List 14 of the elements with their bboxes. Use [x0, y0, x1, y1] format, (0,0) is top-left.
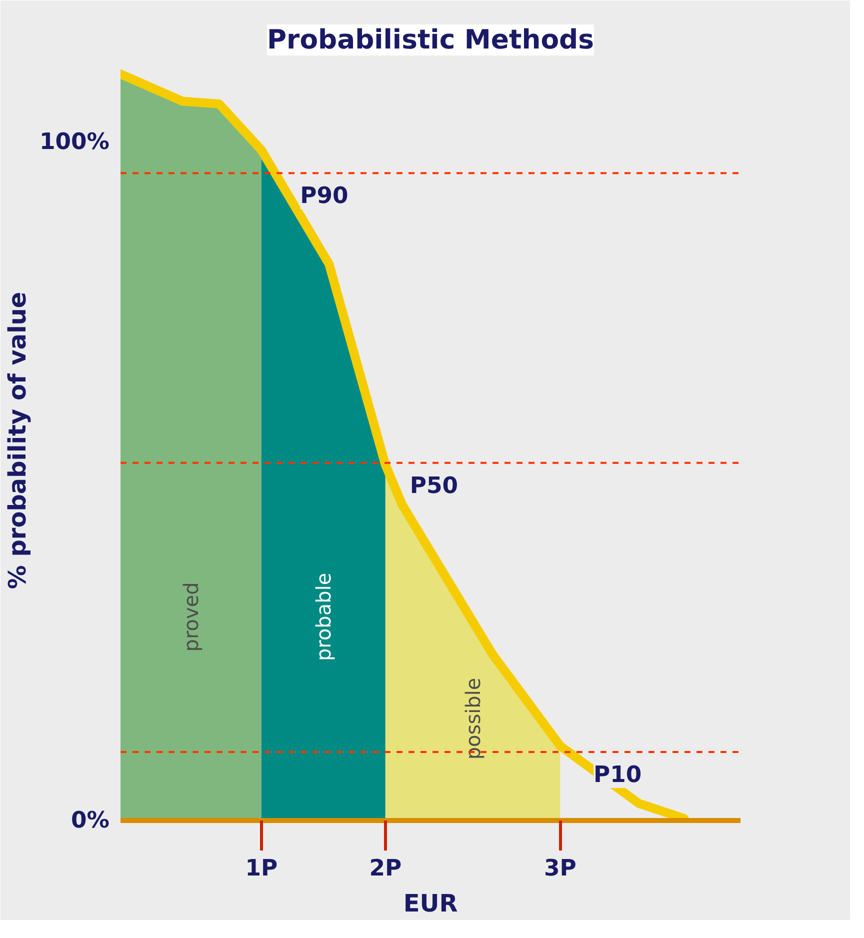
chart-title: Probabilistic Methods	[267, 24, 594, 56]
y-tick-label: 0%	[71, 808, 110, 834]
x-tick-label: 2P	[369, 856, 402, 882]
series-label: proved	[178, 582, 203, 652]
x-axis-title: EUR	[403, 890, 458, 918]
y-tick-label: 100%	[40, 128, 110, 155]
series-label: probable	[311, 572, 336, 662]
x-tick-label: 3P	[544, 856, 576, 882]
x-tick-label: 1P	[245, 856, 278, 882]
series-label: possible	[460, 678, 485, 760]
ref-line-label: P10	[593, 762, 642, 788]
y-axis-title: % probability of value	[4, 292, 32, 590]
ref-line-label: P50	[410, 472, 458, 499]
ref-line-label: P90	[300, 183, 348, 210]
